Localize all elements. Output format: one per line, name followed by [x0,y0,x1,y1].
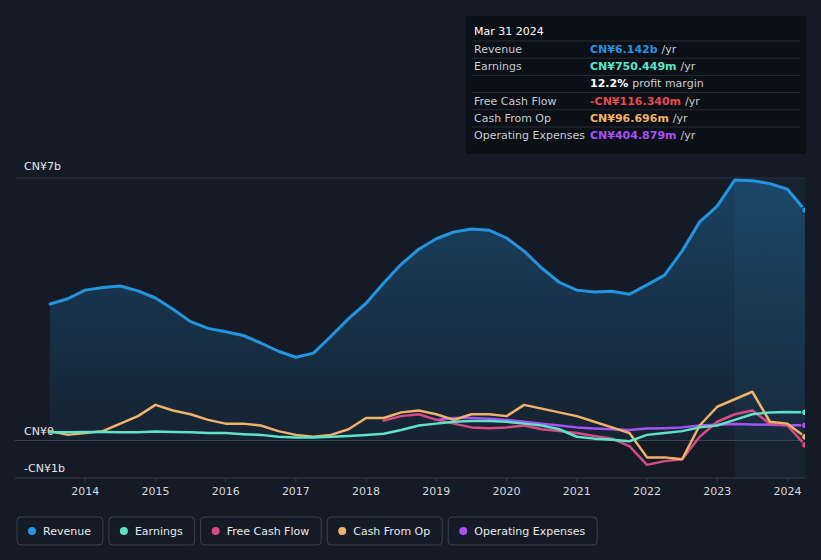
x-tick [506,478,507,482]
tooltip-value: CN¥750.449m [590,60,677,73]
plot-group [50,180,805,465]
legend-box [109,517,195,545]
series-line [50,180,805,357]
tooltip-value: CN¥404.879m [590,129,677,142]
tooltip-value: CN¥6.142b [590,43,658,56]
legend-label: Cash From Op [353,525,430,538]
x-tick [225,478,226,482]
legend-label: Earnings [135,525,183,538]
y-tick-label: CN¥7b [24,160,61,173]
x-tick-label: 2019 [422,485,450,498]
tooltip-separator [472,92,800,93]
legend-swatch [212,527,220,535]
area-fill [50,180,805,441]
tooltip-suffix: /yr [673,112,688,125]
legend-item: Free Cash Flow [201,517,322,545]
end-dot [802,433,806,440]
legend-label: Revenue [43,525,91,538]
tooltip-label: Revenue [474,43,522,56]
x-tick-label: 2014 [71,485,99,498]
x-tick-label: 2017 [282,485,310,498]
legend-label: Free Cash Flow [227,525,310,538]
end-dot [802,441,806,448]
x-tick [155,478,156,482]
legend-item: Revenue [17,517,103,545]
tooltip: Mar 31 2024 Revenue CN¥6.142b/yr Earnings CN… [466,16,806,154]
tooltip-label: Earnings [474,60,522,73]
x-tick [295,478,296,482]
x-tick-label: 2023 [703,485,731,498]
legend-item: Operating Expenses [448,517,597,545]
legend-box [448,517,597,545]
x-tick [366,478,367,482]
tooltip-title: Mar 31 2024 [474,25,544,38]
tooltip-box [466,16,806,154]
tooltip-suffix: /yr [685,95,700,108]
x-tick [787,478,788,482]
tooltip-separator [472,58,800,59]
x-tick [576,478,577,482]
x-tick [85,478,86,482]
chart: -CN¥1bCN¥0CN¥7b2014201520162017201820192… [0,0,821,560]
legend-box [201,517,322,545]
tooltip-label: Cash From Op [474,112,551,125]
legend-swatch [338,527,346,535]
tooltip-suffix: /yr [681,129,696,142]
x-tick-label: 2015 [141,485,169,498]
tooltip-separator [472,127,800,128]
series-line [50,412,805,441]
tooltip-suffix: /yr [681,60,696,73]
tooltip-value: 12.2% [590,77,628,90]
legend-label: Operating Expenses [474,525,585,538]
end-dot [802,422,806,429]
x-tick-label: 2020 [493,485,521,498]
grid-line [15,178,805,179]
legend-swatch [459,527,467,535]
grid-line [15,478,805,479]
x-tick-label: 2018 [352,485,380,498]
tooltip-suffix: /yr [662,43,677,56]
x-tick [436,478,437,482]
tooltip-value: -CN¥116.340m [590,95,681,108]
legend-box [327,517,442,545]
tooltip-label: Free Cash Flow [474,95,557,108]
end-dot [802,207,806,214]
legend-item: Earnings [109,517,195,545]
legend-swatch [120,527,128,535]
x-tick [717,478,718,482]
axis-line [15,478,805,479]
y-tick-label: -CN¥1b [24,462,65,475]
x-tick-label: 2021 [563,485,591,498]
legend-item: Cash From Op [327,517,442,545]
x-tick-label: 2022 [633,485,661,498]
x-tick-label: 2024 [773,485,801,498]
tooltip-suffix: profit margin [632,77,704,90]
x-tick-label: 2016 [212,485,240,498]
series-line [50,392,805,460]
tooltip-value: CN¥96.696m [590,112,669,125]
legend-swatch [28,527,36,535]
end-dot [802,409,806,416]
background [0,0,821,560]
tooltip-separator [472,75,800,76]
x-tick [647,478,648,482]
tooltip-label: Operating Expenses [474,129,585,142]
tooltip-separator [472,109,800,110]
legend-box [17,517,103,545]
tooltip-separator [472,41,800,42]
